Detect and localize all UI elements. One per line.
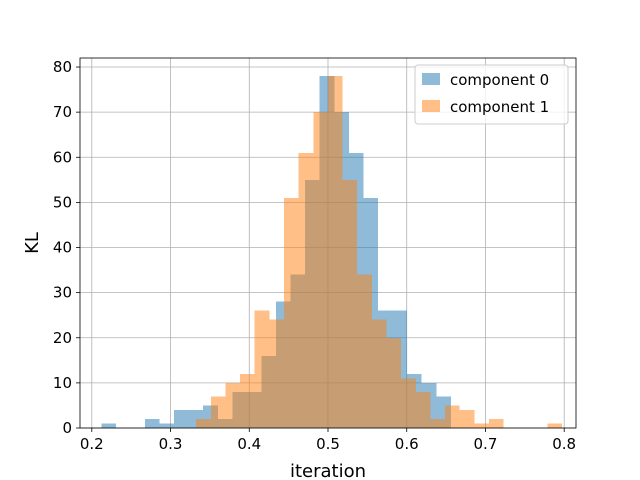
histogram-bar bbox=[415, 391, 431, 428]
histogram-bar bbox=[459, 409, 475, 428]
histogram-bar bbox=[101, 423, 116, 428]
histogram-bar bbox=[225, 382, 241, 428]
x-tick-label: 0.2 bbox=[80, 435, 104, 453]
x-tick-label: 0.3 bbox=[159, 435, 183, 453]
histogram-bar bbox=[474, 423, 490, 428]
x-axis-ticks: 0.2 0.3 0.4 0.5 0.6 0.7 0.8 bbox=[80, 428, 576, 453]
y-tick-label: 50 bbox=[53, 193, 72, 211]
y-tick-label: 80 bbox=[53, 58, 72, 76]
histogram-bar bbox=[174, 409, 189, 428]
legend-frame bbox=[414, 64, 569, 125]
y-tick-label: 30 bbox=[53, 284, 72, 302]
histogram-bar bbox=[269, 319, 284, 428]
histogram-bar bbox=[489, 418, 504, 428]
histogram-bar bbox=[144, 418, 160, 428]
legend-label-component-0: component 0 bbox=[450, 71, 549, 89]
legend-swatch-component-0 bbox=[422, 73, 440, 85]
series-1-bars bbox=[196, 76, 563, 429]
histogram-bar bbox=[430, 418, 446, 428]
x-tick-label: 0.5 bbox=[316, 435, 340, 453]
x-tick-label: 0.7 bbox=[474, 435, 498, 453]
histogram-bar bbox=[327, 76, 343, 429]
y-tick-label: 40 bbox=[53, 239, 72, 257]
y-tick-label: 70 bbox=[53, 103, 72, 121]
histogram-bar bbox=[357, 274, 372, 428]
histogram-bar bbox=[196, 418, 211, 428]
legend-label-component-1: component 1 bbox=[450, 98, 549, 116]
histogram-bar bbox=[240, 373, 255, 428]
bars bbox=[101, 76, 563, 429]
histogram-bar bbox=[386, 337, 402, 428]
histogram-bar bbox=[283, 197, 299, 428]
histogram-bar bbox=[313, 112, 328, 429]
histogram-bar bbox=[210, 396, 226, 428]
x-tick-label: 0.4 bbox=[237, 435, 261, 453]
histogram-bar bbox=[254, 310, 270, 428]
histogram-bar bbox=[371, 319, 387, 428]
y-axis-label: KL bbox=[22, 232, 43, 254]
histogram-bar bbox=[547, 423, 563, 428]
y-tick-label: 60 bbox=[53, 148, 72, 166]
y-tick-label: 0 bbox=[62, 419, 72, 437]
legend: component 0 component 1 bbox=[414, 64, 569, 125]
y-tick-label: 20 bbox=[53, 329, 72, 347]
y-axis-ticks: 0 10 20 30 40 50 60 70 80 bbox=[53, 58, 80, 437]
y-tick-label: 10 bbox=[53, 374, 72, 392]
histogram-bar bbox=[298, 152, 314, 428]
legend-swatch-component-1 bbox=[422, 100, 440, 112]
x-axis-label: iteration bbox=[290, 461, 366, 480]
x-tick-label: 0.6 bbox=[395, 435, 419, 453]
histogram-bar bbox=[401, 378, 416, 428]
histogram-bar bbox=[342, 179, 358, 428]
x-tick-label: 0.8 bbox=[552, 435, 576, 453]
histogram-bar bbox=[159, 423, 175, 428]
histogram-bar bbox=[445, 405, 460, 428]
